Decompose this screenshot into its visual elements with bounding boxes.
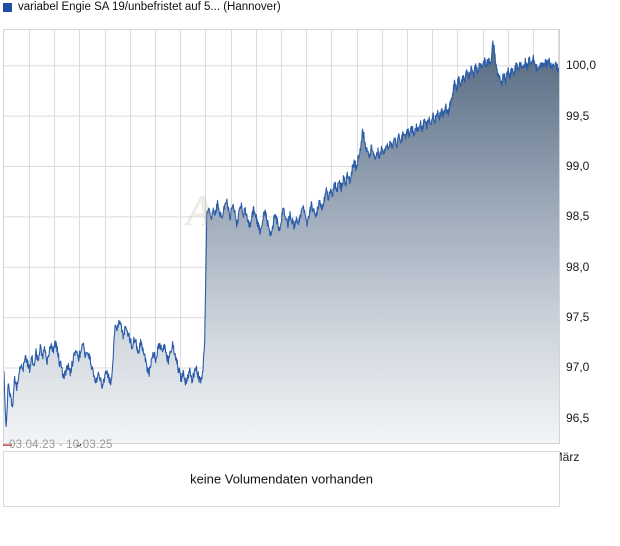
date-range-label: 03.04.23 - 10.03.25 <box>9 439 113 451</box>
y-axis-tick: 98,0 <box>566 259 590 274</box>
y-axis-labels: 100,0 99,5 99,0 98,5 98,0 97,5 97,0 96,5 <box>566 29 620 444</box>
y-axis-tick: 97,5 <box>566 310 590 325</box>
price-chart[interactable]: A 03.04.23 - 10.03.25 100,0 99,5 99,0 98,5 9… <box>0 14 620 478</box>
price-area-fill <box>4 40 559 443</box>
price-chart-svg <box>4 30 559 443</box>
volume-empty-message: keine Volumendaten vorhanden <box>190 471 373 487</box>
plot-area[interactable] <box>3 29 560 444</box>
y-axis-tick: 100,0 <box>566 58 597 73</box>
price-legend-label: variabel Engie SA 19/unbefristet auf 5..… <box>18 1 281 13</box>
price-line <box>4 40 559 428</box>
price-legend-swatch <box>3 2 12 12</box>
y-axis-tick: 99,5 <box>566 108 590 123</box>
y-axis-tick: 98,5 <box>566 209 590 224</box>
y-axis-tick: 96,5 <box>566 410 590 425</box>
y-axis-tick: 99,0 <box>566 158 590 173</box>
y-axis-tick: 97,0 <box>566 360 590 375</box>
price-legend: variabel Engie SA 19/unbefristet auf 5..… <box>0 0 620 14</box>
volume-panel[interactable]: keine Volumendaten vorhanden <box>3 451 560 507</box>
